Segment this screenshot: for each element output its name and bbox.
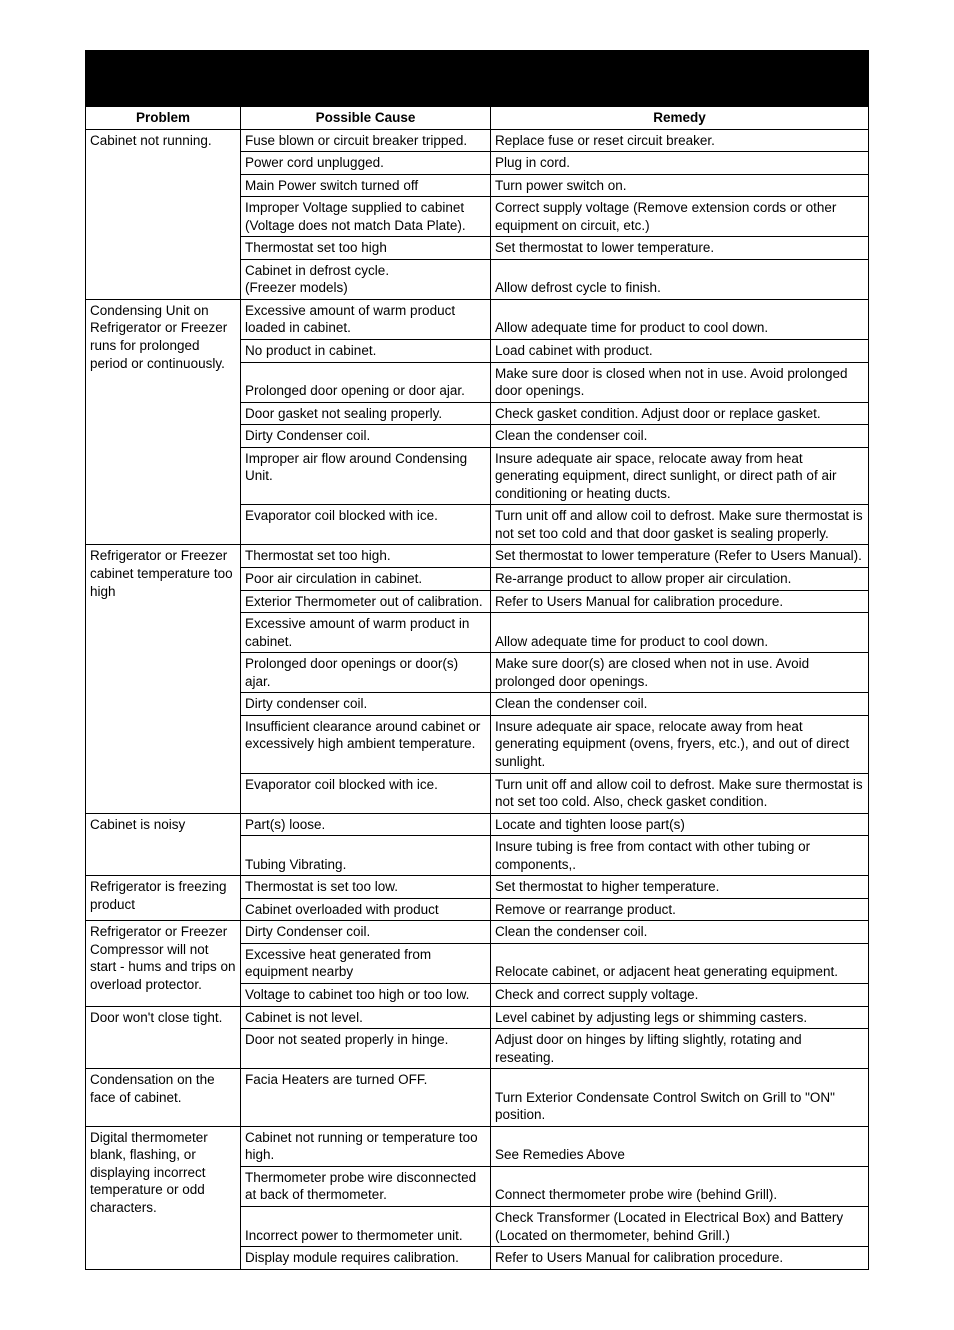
remedy-cell: Refer to Users Manual for calibration pr…: [491, 590, 869, 613]
table-row: Door won't close tight.Cabinet is not le…: [86, 1006, 869, 1029]
remedy-cell: Clean the condenser coil.: [491, 425, 869, 448]
cause-cell: Exterior Thermometer out of calibration.: [241, 590, 491, 613]
remedy-cell: Plug in cord.: [491, 152, 869, 175]
table-row: Condensing Unit on Refrigerator or Freez…: [86, 299, 869, 339]
header-bar: [85, 50, 869, 106]
remedy-cell: Refer to Users Manual for calibration pr…: [491, 1247, 869, 1270]
remedy-cell: Level cabinet by adjusting legs or shimm…: [491, 1006, 869, 1029]
cause-cell: No product in cabinet.: [241, 340, 491, 363]
cause-cell: Dirty Condenser coil.: [241, 425, 491, 448]
remedy-cell: Set thermostat to lower temperature.: [491, 237, 869, 260]
problem-cell: Refrigerator or Freezer Compressor will …: [86, 921, 241, 1006]
cause-cell: Thermostat is set too low.: [241, 876, 491, 899]
cause-cell: Prolonged door openings or door(s) ajar.: [241, 653, 491, 693]
table-body: Cabinet not running.Fuse blown or circui…: [86, 129, 869, 1269]
cause-cell: Poor air circulation in cabinet.: [241, 568, 491, 591]
remedy-cell: Locate and tighten loose part(s): [491, 813, 869, 836]
troubleshooting-table: Problem Possible Cause Remedy Cabinet no…: [85, 106, 869, 1270]
cause-cell: Cabinet is not level.: [241, 1006, 491, 1029]
cause-cell: Fuse blown or circuit breaker tripped.: [241, 129, 491, 152]
remedy-cell: Correct supply voltage (Remove extension…: [491, 197, 869, 237]
remedy-cell: Allow adequate time for product to cool …: [491, 299, 869, 339]
remedy-cell: Check and correct supply voltage.: [491, 983, 869, 1006]
remedy-cell: Check Transformer (Located in Electrical…: [491, 1206, 869, 1246]
cause-cell: Excessive amount of warm product in cabi…: [241, 613, 491, 653]
header-problem: Problem: [86, 107, 241, 130]
remedy-cell: Make sure door is closed when not in use…: [491, 362, 869, 402]
problem-cell: Digital thermometer blank, flashing, or …: [86, 1126, 241, 1269]
problem-cell: Cabinet not running.: [86, 129, 241, 299]
remedy-cell: Turn unit off and allow coil to defrost.…: [491, 773, 869, 813]
table-row: Refrigerator or Freezer cabinet temperat…: [86, 545, 869, 568]
cause-cell: Evaporator coil blocked with ice.: [241, 505, 491, 545]
remedy-cell: Replace fuse or reset circuit breaker.: [491, 129, 869, 152]
remedy-cell: Load cabinet with product.: [491, 340, 869, 363]
remedy-cell: Clean the condenser coil.: [491, 921, 869, 944]
remedy-cell: Re-arrange product to allow proper air c…: [491, 568, 869, 591]
remedy-cell: Check gasket condition. Adjust door or r…: [491, 402, 869, 425]
remedy-cell: Remove or rearrange product.: [491, 898, 869, 921]
remedy-cell: Turn power switch on.: [491, 174, 869, 197]
problem-cell: Condensing Unit on Refrigerator or Freez…: [86, 299, 241, 545]
cause-cell: Tubing Vibrating.: [241, 836, 491, 876]
cause-cell: Incorrect power to thermometer unit.: [241, 1206, 491, 1246]
remedy-cell: Turn Exterior Condensate Control Switch …: [491, 1069, 869, 1127]
cause-cell: Door gasket not sealing properly.: [241, 402, 491, 425]
remedy-cell: Insure adequate air space, relocate away…: [491, 447, 869, 505]
cause-cell: Dirty Condenser coil.: [241, 921, 491, 944]
problem-cell: Condensation on the face of cabinet.: [86, 1069, 241, 1127]
cause-cell: Door not seated properly in hinge.: [241, 1029, 491, 1069]
table-row: Digital thermometer blank, flashing, or …: [86, 1126, 869, 1166]
cause-cell: Excessive heat generated from equipment …: [241, 943, 491, 983]
remedy-cell: Connect thermometer probe wire (behind G…: [491, 1166, 869, 1206]
cause-cell: Insufficient clearance around cabinet or…: [241, 715, 491, 773]
remedy-cell: Adjust door on hinges by lifting slightl…: [491, 1029, 869, 1069]
table-row: Condensation on the face of cabinet.Faci…: [86, 1069, 869, 1127]
cause-cell: Improper air flow around Condensing Unit…: [241, 447, 491, 505]
page: Problem Possible Cause Remedy Cabinet no…: [0, 0, 954, 1330]
cause-cell: Facia Heaters are turned OFF.: [241, 1069, 491, 1127]
problem-cell: Door won't close tight.: [86, 1006, 241, 1069]
problem-cell: Refrigerator or Freezer cabinet temperat…: [86, 545, 241, 813]
cause-cell: Main Power switch turned off: [241, 174, 491, 197]
header-remedy: Remedy: [491, 107, 869, 130]
cause-cell: Improper Voltage supplied to cabinet (Vo…: [241, 197, 491, 237]
table-row: Cabinet is noisyPart(s) loose.Locate and…: [86, 813, 869, 836]
remedy-cell: Insure tubing is free from contact with …: [491, 836, 869, 876]
cause-cell: Cabinet in defrost cycle. (Freezer model…: [241, 259, 491, 299]
remedy-cell: Clean the condenser coil.: [491, 693, 869, 716]
table-row: Refrigerator is freezing productThermost…: [86, 876, 869, 899]
remedy-cell: Set thermostat to lower temperature (Ref…: [491, 545, 869, 568]
remedy-cell: Relocate cabinet, or adjacent heat gener…: [491, 943, 869, 983]
cause-cell: Thermostat set too high: [241, 237, 491, 260]
remedy-cell: See Remedies Above: [491, 1126, 869, 1166]
remedy-cell: Allow defrost cycle to finish.: [491, 259, 869, 299]
problem-cell: Cabinet is noisy: [86, 813, 241, 876]
cause-cell: Voltage to cabinet too high or too low.: [241, 983, 491, 1006]
table-header-row: Problem Possible Cause Remedy: [86, 107, 869, 130]
cause-cell: Thermostat set too high.: [241, 545, 491, 568]
problem-cell: Refrigerator is freezing product: [86, 876, 241, 921]
remedy-cell: Set thermostat to higher temperature.: [491, 876, 869, 899]
cause-cell: Cabinet not running or temperature too h…: [241, 1126, 491, 1166]
cause-cell: Power cord unplugged.: [241, 152, 491, 175]
cause-cell: Excessive amount of warm product loaded …: [241, 299, 491, 339]
cause-cell: Dirty condenser coil.: [241, 693, 491, 716]
cause-cell: Cabinet overloaded with product: [241, 898, 491, 921]
cause-cell: Part(s) loose.: [241, 813, 491, 836]
cause-cell: Thermometer probe wire disconnected at b…: [241, 1166, 491, 1206]
cause-cell: Prolonged door opening or door ajar.: [241, 362, 491, 402]
remedy-cell: Make sure door(s) are closed when not in…: [491, 653, 869, 693]
remedy-cell: Turn unit off and allow coil to defrost.…: [491, 505, 869, 545]
cause-cell: Display module requires calibration.: [241, 1247, 491, 1270]
header-cause: Possible Cause: [241, 107, 491, 130]
remedy-cell: Insure adequate air space, relocate away…: [491, 715, 869, 773]
table-row: Refrigerator or Freezer Compressor will …: [86, 921, 869, 944]
table-row: Cabinet not running.Fuse blown or circui…: [86, 129, 869, 152]
cause-cell: Evaporator coil blocked with ice.: [241, 773, 491, 813]
remedy-cell: Allow adequate time for product to cool …: [491, 613, 869, 653]
